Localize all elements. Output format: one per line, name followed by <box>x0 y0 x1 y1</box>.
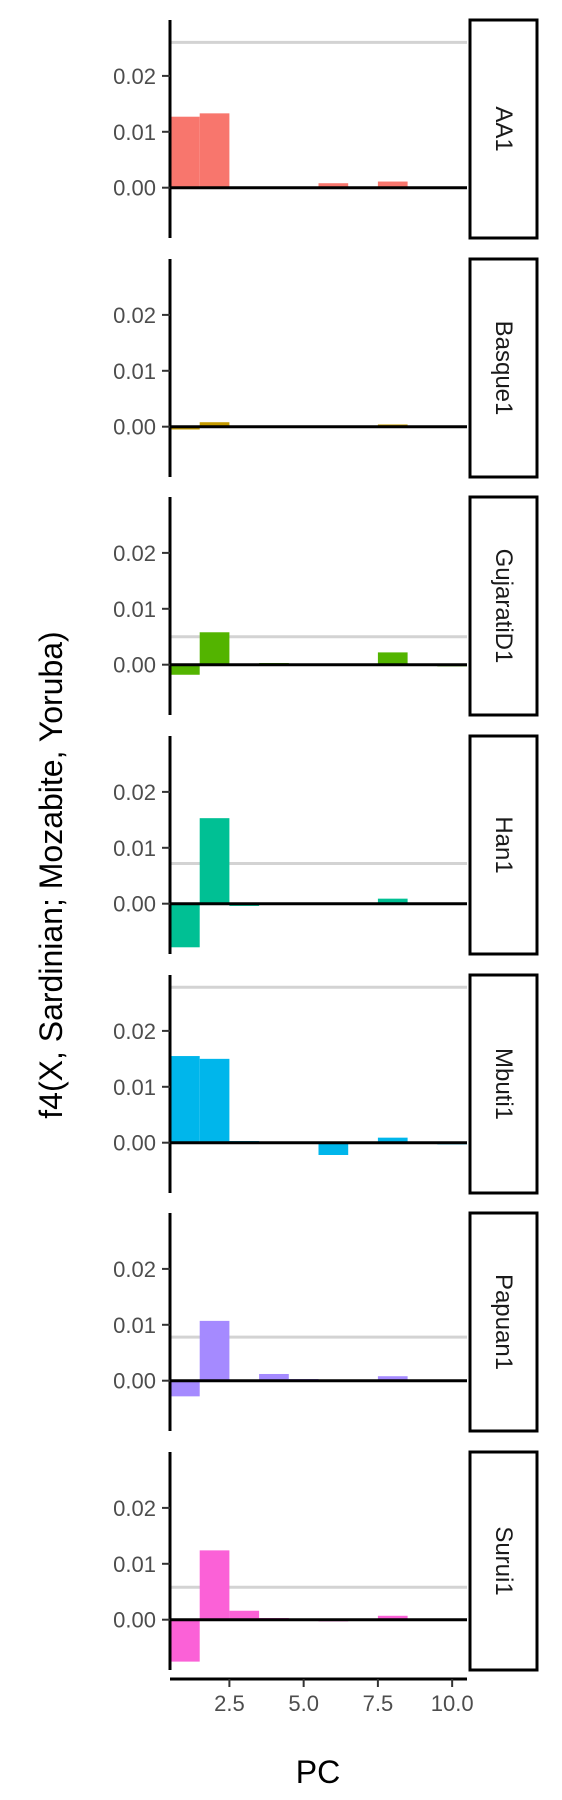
y-tick-label: 0.01 <box>113 1313 156 1338</box>
x-tick-label: 7.5 <box>363 1691 394 1716</box>
y-tick-label: 0.01 <box>113 836 156 861</box>
bar <box>377 1137 408 1143</box>
y-tick-label: 0.00 <box>113 176 156 201</box>
facet-label: Han1 <box>490 816 517 873</box>
x-axis-title: PC <box>296 1754 340 1790</box>
facet-label: Basque1 <box>490 321 517 416</box>
strip-box <box>468 18 539 240</box>
y-tick-label: 0.00 <box>113 1131 156 1156</box>
strip-box <box>468 973 539 1195</box>
y-tick-label: 0.00 <box>113 1608 156 1633</box>
y-tick-label: 0.02 <box>113 303 156 328</box>
bar <box>377 652 408 665</box>
y-tick-label: 0.02 <box>113 1019 156 1044</box>
bar <box>199 1320 230 1381</box>
bar <box>199 1058 230 1143</box>
bar <box>199 422 230 427</box>
y-tick-label: 0.02 <box>113 64 156 89</box>
bar <box>259 1373 289 1381</box>
facet-label: GujaratiD1 <box>490 549 517 664</box>
bar <box>199 632 230 665</box>
bar <box>170 1380 200 1397</box>
bar <box>377 181 408 188</box>
bar <box>170 903 200 948</box>
y-tick-label: 0.01 <box>113 120 156 145</box>
bar <box>199 818 230 904</box>
bar <box>318 183 349 188</box>
strip-box <box>468 734 539 956</box>
bar <box>199 1550 230 1620</box>
bar <box>170 1619 200 1662</box>
y-tick-label: 0.01 <box>113 1075 156 1100</box>
facet-label: Papuan1 <box>490 1274 517 1370</box>
y-tick-label: 0.00 <box>113 415 156 440</box>
y-tick-label: 0.00 <box>113 653 156 678</box>
y-tick-label: 0.01 <box>113 359 156 384</box>
bar <box>377 1376 408 1381</box>
x-tick-label: 10.0 <box>431 1691 474 1716</box>
facet-label: Mbuti1 <box>490 1048 517 1120</box>
strip-box <box>468 495 539 717</box>
bar <box>318 1142 349 1155</box>
y-tick-label: 0.02 <box>113 1496 156 1521</box>
x-tick-label: 2.5 <box>214 1691 245 1716</box>
bar <box>170 116 200 188</box>
y-tick-label: 0.02 <box>113 1257 156 1282</box>
y-tick-label: 0.01 <box>113 1552 156 1577</box>
bar <box>170 1056 200 1143</box>
bar <box>229 1610 260 1620</box>
x-tick-label: 5.0 <box>288 1691 319 1716</box>
facet-label: AA1 <box>490 106 517 151</box>
bar <box>170 664 200 675</box>
strip-box <box>468 1211 539 1433</box>
strip-box <box>468 1450 539 1672</box>
bar <box>377 898 408 904</box>
strip-box <box>468 257 539 479</box>
bar <box>377 1615 408 1620</box>
y-tick-label: 0.00 <box>113 1369 156 1394</box>
y-tick-label: 0.01 <box>113 597 156 622</box>
facet-label: Surui1 <box>490 1526 517 1595</box>
bar <box>199 113 230 188</box>
y-tick-label: 0.02 <box>113 541 156 566</box>
y-tick-label: 0.00 <box>113 892 156 917</box>
y-tick-label: 0.02 <box>113 780 156 805</box>
y-axis-title: f4(X, Sardinian; Mozabite, Yoruba) <box>33 631 69 1118</box>
